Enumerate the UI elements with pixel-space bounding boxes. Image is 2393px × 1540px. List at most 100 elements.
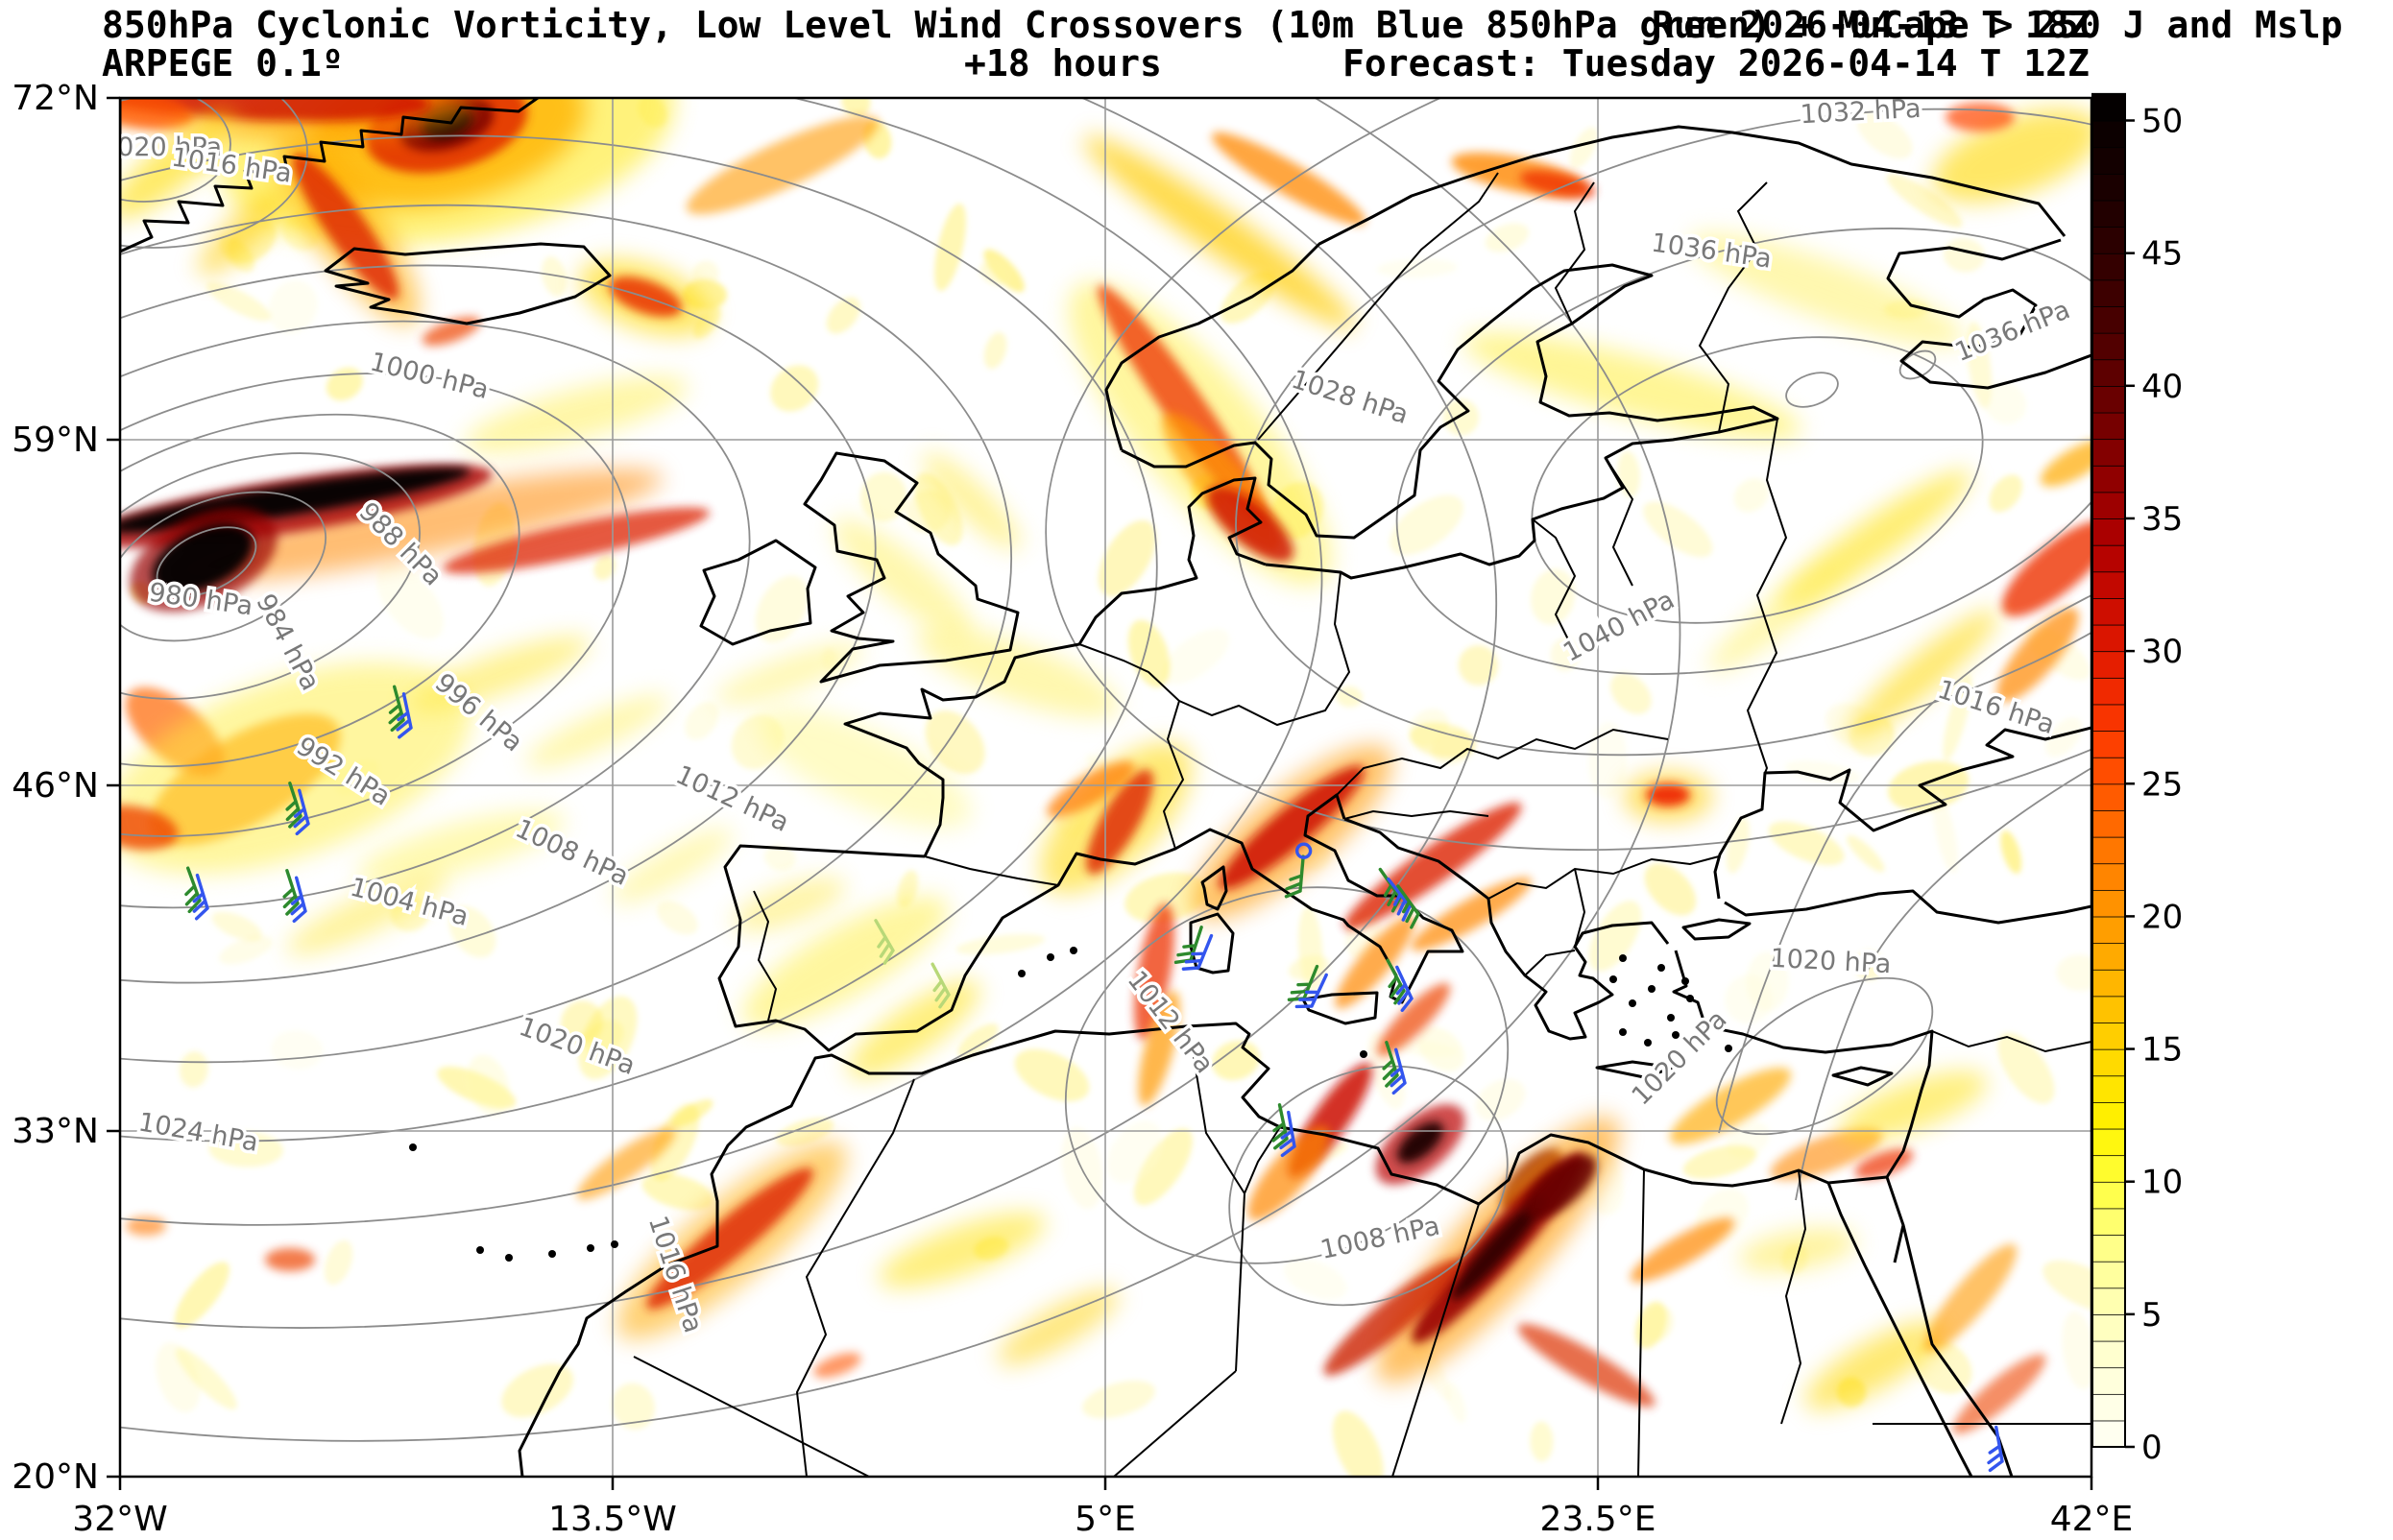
isobar-contour xyxy=(1795,767,2091,1201)
isobar-contour xyxy=(120,98,1681,1442)
vorticity-blob xyxy=(120,98,194,130)
wind-barb-glyph xyxy=(192,873,209,921)
colorbar-tick-label: 50 xyxy=(2141,103,2183,141)
coastline xyxy=(1681,918,1752,941)
vorticity-blob xyxy=(1219,765,1365,890)
vorticity-blob xyxy=(286,873,447,955)
islands-layer xyxy=(409,947,1732,1262)
colorbar-tick-label: 45 xyxy=(2141,235,2183,274)
wind-barb-glyph xyxy=(874,919,895,965)
colorbar-cell xyxy=(2091,1340,2126,1369)
isobar-contour xyxy=(120,320,751,909)
colorbar-cell xyxy=(2091,358,2126,387)
vorticity-blob xyxy=(1923,1243,2018,1353)
island xyxy=(1667,1014,1675,1022)
wind-barb xyxy=(1987,1425,2004,1473)
vorticity-blob xyxy=(1646,783,1690,806)
colorbar-cell xyxy=(2091,544,2126,573)
country-border xyxy=(1780,1169,1807,1425)
coastline xyxy=(1831,1066,1894,1087)
wind-barb xyxy=(293,788,310,836)
subtitle-model: ARPEGE 0.1º xyxy=(102,42,344,84)
vorticity-speck xyxy=(593,555,616,581)
island xyxy=(1609,975,1617,983)
vorticity-speck xyxy=(1682,1144,1757,1179)
colorbar-cell xyxy=(2091,969,2126,998)
colorbar-cell xyxy=(2091,730,2126,758)
isobar-contour xyxy=(1235,108,2091,757)
colorbar-cell xyxy=(2091,278,2126,307)
colorbar-cell xyxy=(2091,942,2126,971)
colorbar-cell xyxy=(2091,1207,2126,1236)
vorticity-blob xyxy=(686,115,880,215)
vorticity-blob xyxy=(2040,439,2091,487)
vorticity-blob xyxy=(1083,135,1356,329)
vorticity-speck xyxy=(763,845,796,871)
colorbar-cell xyxy=(2091,995,2126,1023)
island xyxy=(1686,995,1694,1002)
vorticity-blob xyxy=(1524,1154,1597,1219)
vorticity-blob xyxy=(1946,103,2015,132)
vorticity-blob xyxy=(443,507,710,574)
wind-barb xyxy=(1395,965,1414,1012)
vorticity-blob xyxy=(1411,877,1532,951)
colorbar-tick-label: 25 xyxy=(2141,765,2183,804)
colorbar-cell xyxy=(2091,1022,2126,1050)
vorticity-speck xyxy=(1442,398,1480,436)
wind-barb xyxy=(285,782,302,829)
colorbar-cell xyxy=(2091,836,2126,865)
vorticity-speck xyxy=(1106,1120,1162,1184)
colorbar-cell xyxy=(2091,1154,2126,1183)
vorticity-blob xyxy=(1804,1320,1945,1410)
vorticity-speck xyxy=(776,1118,834,1146)
country-border xyxy=(1113,1370,1237,1477)
vorticity-blob xyxy=(265,1248,315,1271)
vorticity-blob xyxy=(408,636,591,712)
vorticity-blob xyxy=(848,979,980,1079)
vorticity-speck xyxy=(1609,673,1652,714)
vorticity-blob xyxy=(1846,609,1999,739)
vorticity-speck xyxy=(983,331,1007,370)
island xyxy=(611,1240,618,1248)
vorticity-blob xyxy=(120,111,235,219)
vorticity-speck xyxy=(467,1054,510,1116)
wind-barb-glyph xyxy=(1387,877,1412,922)
vorticity-speck xyxy=(1530,1421,1554,1462)
colorbar-cell xyxy=(2091,650,2126,679)
coastline xyxy=(1595,1060,1676,1079)
isobar-contour xyxy=(120,204,1012,1064)
wind-barb-glyph xyxy=(1386,958,1406,1005)
island xyxy=(1619,1028,1627,1036)
x-tick-label: 5°E xyxy=(1075,1500,1136,1539)
vorticity-blob xyxy=(1996,607,2079,703)
vorticity-blob xyxy=(1451,1195,1545,1301)
coastline xyxy=(1189,912,1235,975)
country-border xyxy=(1257,172,1499,441)
wind-barb xyxy=(396,692,413,739)
vorticity-speck xyxy=(1133,1128,1193,1206)
island xyxy=(1047,953,1054,961)
colorbar-cell xyxy=(2091,597,2126,626)
colorbar-tick-label: 15 xyxy=(2141,1031,2183,1070)
colorbar-tick-label: 35 xyxy=(2141,500,2183,539)
vorticity-speck xyxy=(955,933,1046,955)
isobar-layer xyxy=(120,98,2091,1442)
vorticity-speck xyxy=(957,1023,999,1058)
vorticity-speck xyxy=(561,1000,604,1045)
vorticity-speck xyxy=(1733,477,1770,513)
country-border xyxy=(1190,1038,1245,1194)
vorticity-speck xyxy=(2056,954,2091,992)
subtitle-lead-time: +18 hours xyxy=(964,42,1162,84)
colorbar-cell xyxy=(2091,491,2126,519)
vorticity-speck xyxy=(205,281,272,322)
vorticity-blob xyxy=(1138,990,1180,1107)
vorticity-speck xyxy=(1943,238,1986,273)
wind-barb-glyph xyxy=(1395,965,1414,1012)
vorticity-speck xyxy=(1768,821,1845,866)
vorticity-blob xyxy=(120,662,471,875)
colorbar: 0 5 10 15 20 25 30 35 40 45 50 xyxy=(2091,92,2183,1467)
colorbar-cell xyxy=(2091,1287,2126,1315)
vorticity-speck xyxy=(641,1173,714,1211)
colorbar-cell xyxy=(2091,465,2126,493)
vorticity-blob xyxy=(1688,232,1965,348)
